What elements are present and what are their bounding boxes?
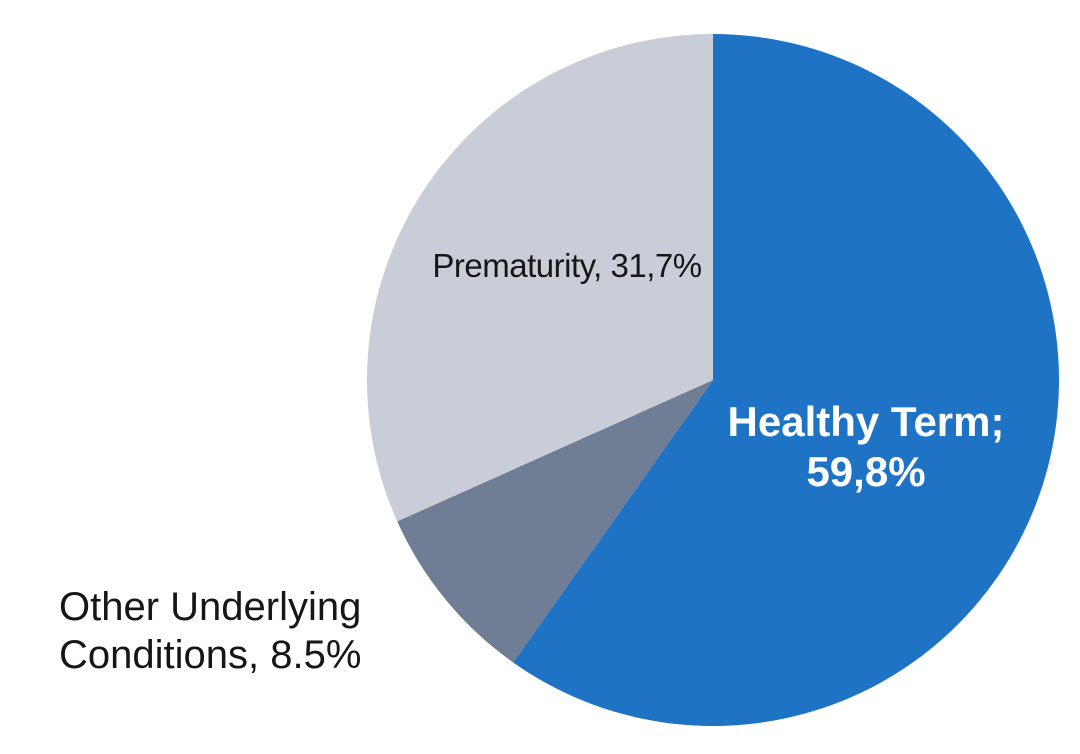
pie-label-healthy-term-line1: Healthy Term; bbox=[727, 398, 1005, 445]
pie-label-healthy-term: Healthy Term; 59,8% bbox=[728, 397, 1005, 497]
pie-label-other-line1: Other Underlying bbox=[59, 585, 362, 629]
pie-label-healthy-term-line2: 59,8% bbox=[806, 448, 926, 495]
pie-slice-healthy-term bbox=[513, 34, 1060, 726]
pie-label-prematurity: Prematurity, 31,7% bbox=[432, 247, 702, 284]
pie-slice-prematurity bbox=[367, 34, 713, 522]
pie-label-other-underlying-conditions: Other Underlying Conditions, 8.5% bbox=[59, 583, 361, 679]
pie-label-other-line2: Conditions, 8.5% bbox=[59, 633, 362, 677]
pie-slice-other-underlying-conditions bbox=[397, 380, 713, 663]
